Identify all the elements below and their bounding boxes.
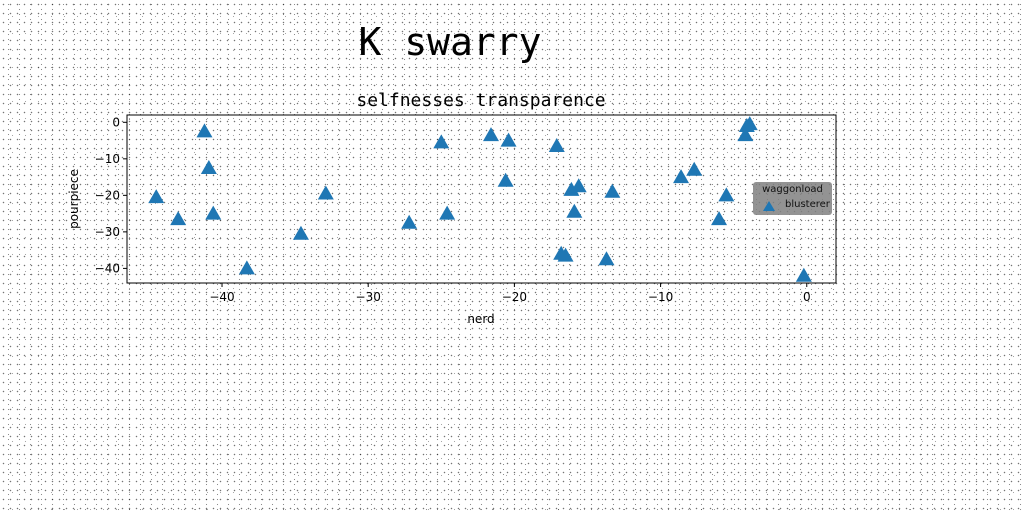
y-tick-label: −30 [95,225,120,239]
scatter-point [566,204,582,218]
scatter-point [673,169,689,183]
scatter-point [439,206,455,220]
legend: waggonload blusterer [753,182,832,215]
scatter-point [796,268,812,282]
scatter-point [711,211,727,225]
scatter-point [718,187,734,201]
x-tick-label: −40 [209,290,234,304]
scatter-point [401,215,417,229]
scatter-point [318,186,334,200]
scatter-point [686,162,702,176]
x-axis-ticks: −40 −30 −20 −10 0 [209,283,810,304]
axes-title: selfnesses transparence [356,90,605,111]
scatter-point [549,138,565,152]
scatter-point [205,206,221,220]
scatter-point [196,123,212,137]
y-axis-label: pourpiece [67,169,81,229]
scatter-point [201,160,217,174]
scatter-point [239,260,255,274]
scatter-point [433,134,449,148]
scatter-point [293,226,309,240]
y-tick-label: −40 [95,261,120,275]
x-tick-label: −10 [648,290,673,304]
scatter-points [148,116,812,282]
y-tick-label: −20 [95,188,120,202]
legend-entry-label: blusterer [785,199,830,210]
x-tick-label: 0 [803,290,811,304]
scatter-point [604,184,620,198]
y-tick-label: 0 [112,115,120,129]
legend-title: waggonload [753,184,832,195]
scatter-point [498,173,514,187]
scatter-point [598,251,614,265]
x-axis-label: nerd [467,312,494,326]
legend-triangle-marker-icon [761,199,777,213]
y-tick-label: −10 [95,152,120,166]
scatter-point [170,211,186,225]
scatter-point [501,133,517,147]
x-tick-label: −30 [356,290,381,304]
scatter-point [483,127,499,141]
y-axis-ticks: 0 −10 −20 −30 −40 [95,115,127,275]
scatter-point [148,189,164,203]
x-tick-label: −20 [502,290,527,304]
